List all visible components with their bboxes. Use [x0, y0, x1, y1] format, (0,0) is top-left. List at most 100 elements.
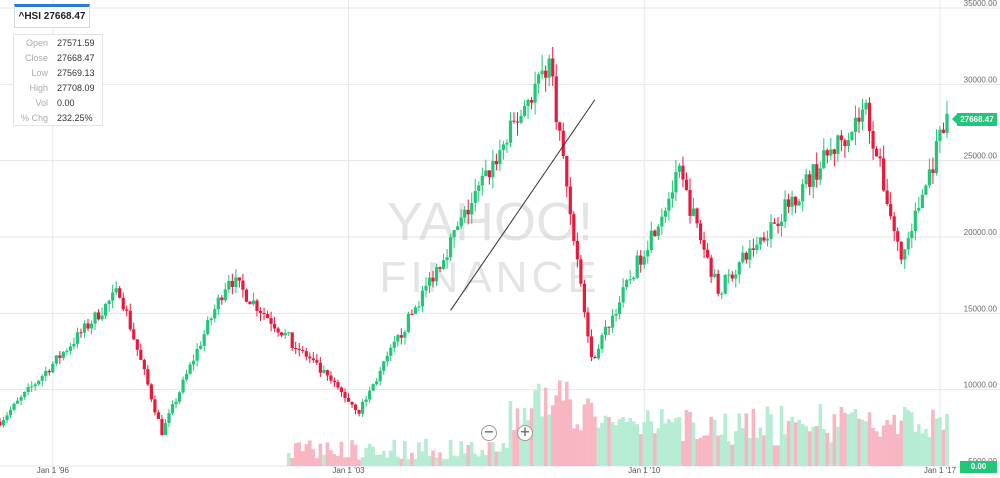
volume-bar [705, 435, 710, 466]
candle-body [51, 363, 55, 373]
volume-bar [399, 458, 404, 466]
volume-bar [744, 413, 749, 466]
candle-body [716, 273, 720, 294]
candle-body [308, 356, 312, 359]
volume-bar [318, 443, 323, 466]
candle-body [167, 413, 171, 423]
volume-bar [508, 400, 513, 466]
volume-bar [346, 457, 351, 466]
candle-body [653, 230, 657, 237]
volume-bar [427, 456, 432, 466]
volume-bar [610, 422, 615, 466]
volume-bar [385, 457, 390, 466]
candle-body [223, 289, 227, 301]
candle-body [188, 364, 192, 374]
volume-bar [917, 424, 921, 466]
volume-bar [438, 452, 442, 466]
ohlc-label: Vol [35, 98, 48, 108]
candle-body [706, 249, 710, 258]
ticker-label[interactable]: ^HSI 27668.47 [14, 4, 90, 28]
candle-body [361, 401, 365, 414]
candle-body [40, 376, 44, 381]
candle-body [871, 130, 875, 149]
candle-body [107, 300, 111, 305]
volume-bar [494, 451, 499, 466]
volume-bar [730, 444, 735, 466]
candle-body [241, 280, 245, 290]
volume-bar [888, 424, 893, 466]
volume-bar [670, 422, 675, 466]
volume-bar [857, 418, 861, 466]
volume-bar [758, 427, 763, 466]
candle-body [350, 401, 354, 405]
candle-body [382, 361, 386, 371]
volume-bar [339, 441, 344, 466]
volume-bar [300, 451, 305, 466]
volume-bar [445, 459, 449, 466]
candle-body [322, 370, 326, 373]
candle-body [54, 355, 58, 364]
volume-bar [843, 412, 847, 466]
volume-bar [603, 415, 608, 466]
candle-body [565, 156, 569, 187]
volume-bar [772, 445, 777, 466]
candle-body [741, 252, 745, 263]
y-tick-label: 30000.00 [964, 75, 998, 84]
volume-bar [779, 405, 784, 466]
volume-bar [853, 409, 858, 466]
candle-body [244, 289, 249, 302]
ohlc-row: Open 27571.59 [14, 36, 102, 51]
volume-bar [874, 431, 879, 466]
candle-body [283, 332, 287, 336]
volume-bar [902, 406, 907, 466]
candle-body [385, 355, 389, 362]
candle-body [357, 410, 361, 414]
candle-body [68, 346, 73, 351]
ticker-title: ^HSI 27668.47 [18, 11, 86, 22]
zoom-out-button[interactable]: − [481, 425, 497, 441]
candle-body [16, 400, 20, 404]
volume-bar [737, 413, 742, 466]
volume-bar [459, 441, 463, 466]
candle-body [547, 58, 551, 78]
ohlc-row: Close 27668.47 [14, 51, 102, 66]
candle-body [498, 150, 502, 165]
volume-bar [941, 429, 946, 466]
volume-bar [867, 412, 872, 466]
candle-body [762, 237, 766, 241]
ohlc-value: 27708.09 [57, 83, 95, 93]
candle-body [537, 74, 541, 84]
candle-body [184, 373, 189, 380]
volume-bar [596, 427, 601, 466]
candle-body [737, 262, 741, 275]
volume-bar [293, 443, 298, 466]
candle-body [579, 259, 583, 284]
volume-bar [424, 438, 428, 466]
volume-bar [378, 454, 383, 466]
volume-bar [712, 419, 717, 466]
candle-body [406, 313, 410, 332]
volume-bar [466, 445, 471, 466]
volume-bar [804, 426, 808, 466]
candle-body [572, 214, 576, 241]
volume-bar [462, 453, 467, 466]
volume-bar [864, 421, 868, 466]
trendline[interactable] [450, 99, 596, 311]
candle-body [941, 129, 946, 133]
candle-body [72, 343, 76, 347]
volume-bar [360, 457, 365, 466]
candle-body [582, 283, 586, 313]
candle-body [639, 255, 643, 265]
volume-bar [325, 442, 330, 466]
volume-bar [441, 458, 446, 466]
zoom-in-button[interactable]: + [517, 425, 533, 441]
candle-body [632, 277, 636, 280]
candle-body [561, 130, 565, 157]
candle-body [389, 347, 393, 356]
volume-bar [533, 390, 537, 466]
x-tick-label: Jan 1 '17 [924, 466, 957, 475]
candle-body [702, 240, 706, 250]
candle-body [505, 142, 509, 145]
candle-body [593, 357, 597, 359]
